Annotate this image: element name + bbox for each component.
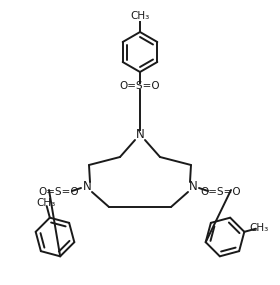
Text: N: N <box>189 180 197 194</box>
Text: O=S=O: O=S=O <box>120 81 160 91</box>
Text: CH₃: CH₃ <box>36 198 55 208</box>
Text: O=S=O: O=S=O <box>39 187 79 197</box>
Text: N: N <box>136 129 144 141</box>
Text: CH₃: CH₃ <box>130 11 150 21</box>
Text: O=S=O: O=S=O <box>201 187 241 197</box>
Text: CH₃: CH₃ <box>249 223 269 233</box>
Text: N: N <box>83 180 91 194</box>
